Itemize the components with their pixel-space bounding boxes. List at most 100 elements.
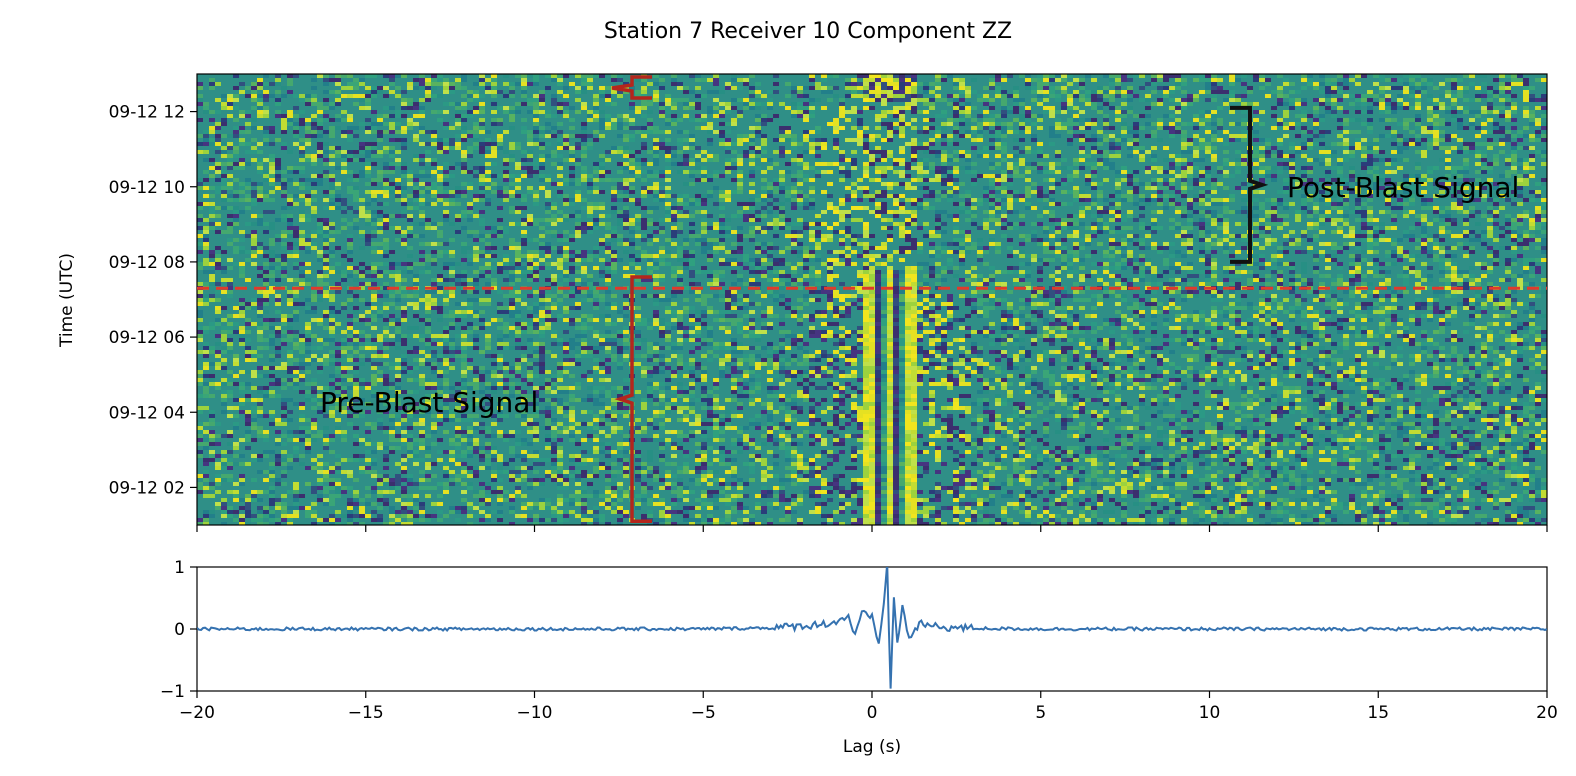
heatmap-cell	[371, 74, 377, 78]
heatmap-cell	[1499, 126, 1505, 130]
heatmap-cell	[809, 222, 815, 226]
heatmap-cell	[1415, 106, 1421, 110]
heatmap-cell	[1391, 214, 1397, 218]
heatmap-cell	[911, 150, 917, 154]
heatmap-cell	[341, 210, 347, 214]
heatmap-cell	[221, 186, 227, 190]
heatmap-cell	[1259, 206, 1265, 210]
heatmap-cell	[461, 106, 467, 110]
heatmap-cell	[353, 126, 359, 130]
heatmap-cell	[665, 170, 671, 174]
heatmap-cell	[869, 150, 875, 154]
heatmap-cell	[653, 190, 659, 194]
heatmap-cell	[809, 74, 815, 78]
heatmap-cell	[521, 194, 527, 198]
heatmap-cell	[1007, 226, 1013, 230]
heatmap-cell	[275, 198, 281, 202]
heatmap-cell	[1463, 90, 1469, 94]
heatmap-cell	[203, 154, 209, 158]
heatmap-cell	[1289, 102, 1295, 106]
heatmap-cell	[833, 94, 839, 98]
heatmap-cell	[1055, 122, 1061, 126]
heatmap-cell	[467, 166, 473, 170]
heatmap-cell	[419, 130, 425, 134]
heatmap-cell	[407, 178, 413, 182]
heatmap-cell	[689, 166, 695, 170]
heatmap-cell	[1103, 74, 1109, 78]
heatmap-cell	[1115, 190, 1121, 194]
heatmap-cell	[293, 118, 299, 122]
heatmap-cell	[1469, 122, 1475, 126]
heatmap-cell	[515, 230, 521, 234]
heatmap-cell	[287, 230, 293, 234]
heatmap-cell	[1253, 154, 1259, 158]
heatmap-cell	[557, 234, 563, 238]
heatmap-cell	[1265, 82, 1271, 86]
heatmap-cell	[1079, 78, 1085, 82]
heatmap-cell	[587, 222, 593, 226]
heatmap-cell	[635, 226, 641, 230]
heatmap-cell	[881, 86, 887, 90]
heatmap-cell	[1355, 202, 1361, 206]
heatmap-cell	[467, 114, 473, 118]
heatmap-cell	[1091, 198, 1097, 202]
heatmap-cell	[995, 206, 1001, 210]
heatmap-cell	[1289, 74, 1295, 78]
heatmap-cell	[1355, 182, 1361, 186]
heatmap-cell	[959, 210, 965, 214]
heatmap-cell	[1451, 118, 1457, 122]
heatmap-cell	[377, 230, 383, 234]
heatmap-cell	[1079, 86, 1085, 90]
heatmap-cell	[1001, 170, 1007, 174]
heatmap-cell	[1067, 94, 1073, 98]
heatmap-cell	[905, 102, 911, 106]
heatmap-cell	[1289, 154, 1295, 158]
heatmap-cell	[1367, 142, 1373, 146]
heatmap-cell	[1409, 106, 1415, 110]
heatmap-cell	[1301, 206, 1307, 210]
heatmap-cell	[293, 74, 299, 78]
heatmap-cell	[1391, 218, 1397, 222]
heatmap-cell	[1541, 106, 1547, 110]
heatmap-cell	[413, 134, 419, 138]
heatmap-cell	[401, 170, 407, 174]
heatmap-cell	[1151, 102, 1157, 106]
heatmap-cell	[1019, 98, 1025, 102]
heatmap-cell	[1115, 78, 1121, 82]
heatmap-cell	[401, 186, 407, 190]
heatmap-cell	[611, 146, 617, 150]
heatmap-cell	[491, 234, 497, 238]
heatmap-cell	[803, 130, 809, 134]
heatmap-cell	[1091, 174, 1097, 178]
heatmap-cell	[449, 78, 455, 82]
heatmap-cell	[1019, 222, 1025, 226]
heatmap-cell	[401, 166, 407, 170]
heatmap-cell	[407, 234, 413, 238]
heatmap-cell	[1199, 162, 1205, 166]
heatmap-cell	[1253, 74, 1259, 78]
heatmap-cell	[1073, 186, 1079, 190]
heatmap-cell	[755, 210, 761, 214]
heatmap-cell	[1415, 82, 1421, 86]
heatmap-cell	[1385, 206, 1391, 210]
heatmap-cell	[737, 158, 743, 162]
heatmap-cell	[1157, 78, 1163, 82]
heatmap-cell	[1145, 114, 1151, 118]
heatmap-cell	[899, 114, 905, 118]
heatmap-cell	[1295, 78, 1301, 82]
heatmap-cell	[323, 226, 329, 230]
heatmap-cell	[1427, 222, 1433, 226]
heatmap-cell	[233, 194, 239, 198]
heatmap-cell	[1001, 150, 1007, 154]
heatmap-cell	[275, 74, 281, 78]
heatmap-cell	[1277, 142, 1283, 146]
heatmap-cell	[923, 202, 929, 206]
heatmap-cell	[1529, 134, 1535, 138]
heatmap-cell	[407, 86, 413, 90]
heatmap-cell	[1427, 202, 1433, 206]
heatmap-cell	[1355, 174, 1361, 178]
heatmap-cell	[1385, 190, 1391, 194]
heatmap-cell	[749, 214, 755, 218]
heatmap-cell	[1289, 174, 1295, 178]
heatmap-cell	[1379, 74, 1385, 78]
